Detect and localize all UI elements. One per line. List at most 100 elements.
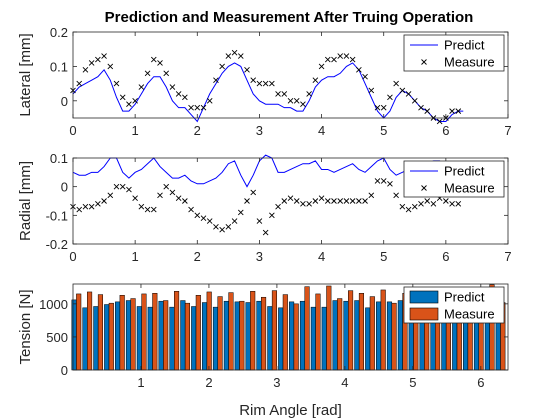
data-point-measure <box>138 203 145 210</box>
data-point-measure <box>169 84 176 90</box>
data-point-measure <box>250 77 257 83</box>
data-point-measure <box>368 192 375 199</box>
bar-measure <box>108 302 114 371</box>
data-point-measure <box>287 97 294 104</box>
data-point-measure <box>306 91 312 97</box>
data-point-measure <box>455 108 462 114</box>
data-point-measure <box>411 203 418 210</box>
data-point-measure <box>418 201 424 207</box>
data-point-measure <box>300 201 306 207</box>
data-point-measure <box>200 215 207 222</box>
data-point-measure <box>269 212 275 219</box>
data-point-measure <box>200 104 207 111</box>
data-point-measure <box>107 63 114 70</box>
data-point-measure <box>237 53 244 59</box>
x-tick-label: 1 <box>132 249 139 264</box>
data-point-measure <box>88 60 95 66</box>
bar-predict <box>365 307 371 371</box>
bar-predict <box>104 304 110 371</box>
data-point-measure <box>262 229 269 236</box>
legend-label-measure: Measure <box>444 55 495 70</box>
data-point-measure <box>82 203 89 210</box>
data-point-measure <box>107 192 114 199</box>
bar-predict <box>310 306 316 371</box>
x-tick-label: 4 <box>318 123 325 138</box>
y-tick-label: 0 <box>61 363 68 378</box>
bar-measure <box>326 285 332 371</box>
legend-label-measure: Measure <box>444 181 495 196</box>
bar-predict <box>115 301 121 371</box>
data-point-measure <box>399 87 406 94</box>
data-point-measure <box>113 183 120 190</box>
data-point-measure <box>293 97 300 104</box>
data-point-measure <box>387 180 393 187</box>
legend-label-predict: Predict <box>444 164 485 179</box>
bar-measure <box>163 300 169 371</box>
data-point-measure <box>182 94 188 101</box>
x-tick-label: 3 <box>256 249 263 264</box>
bar-measure <box>141 293 147 371</box>
data-point-measure <box>374 178 381 184</box>
data-point-measure <box>175 195 182 201</box>
bar-measure <box>358 293 364 371</box>
data-point-measure <box>76 206 83 213</box>
y-tick-label: 500 <box>46 330 68 345</box>
data-point-measure <box>113 80 120 87</box>
data-point-measure <box>150 206 157 213</box>
data-point-measure <box>405 91 412 97</box>
data-point-measure <box>169 189 176 196</box>
data-point-measure <box>144 70 151 77</box>
series-line-predict <box>72 154 464 188</box>
data-point-measure <box>393 80 399 87</box>
legend-label-predict: Predict <box>444 290 485 305</box>
data-point-measure <box>132 195 138 201</box>
bar-measure <box>369 296 375 371</box>
bar-measure <box>380 289 386 371</box>
bar-predict <box>376 301 382 371</box>
x-tick-label: 6 <box>442 123 449 138</box>
bar-predict <box>212 306 219 371</box>
axes-box <box>72 157 509 245</box>
x-tick-label: 2 <box>194 249 201 264</box>
data-point-measure <box>194 212 201 219</box>
x-tick-label: 2 <box>205 375 212 390</box>
x-tick-label: 0 <box>69 123 76 138</box>
data-point-measure <box>399 203 406 210</box>
bar-measure <box>152 293 158 371</box>
data-point-measure <box>430 201 437 207</box>
bar-measure <box>250 291 256 371</box>
bar-predict <box>180 300 186 371</box>
data-point-measure <box>405 206 412 213</box>
bar-predict <box>397 300 403 371</box>
data-point-measure <box>449 201 455 207</box>
bar-measure <box>174 291 180 371</box>
data-point-measure <box>337 198 344 204</box>
legend-label-measure: Measure <box>444 307 495 322</box>
data-point-measure <box>318 63 325 70</box>
data-point-measure <box>362 73 368 80</box>
x-axis-label: Rim Angle [rad] <box>239 402 342 419</box>
y-tick-label: 0.2 <box>50 25 68 40</box>
bar-predict <box>332 300 338 371</box>
data-point-measure <box>281 91 288 97</box>
bar-predict <box>354 300 360 371</box>
data-point-measure <box>225 223 232 230</box>
data-point-measure <box>300 101 306 108</box>
data-point-measure <box>213 223 219 230</box>
bar-predict <box>136 306 142 371</box>
data-point-measure <box>318 195 325 201</box>
y-axis-label: Tension [N] <box>17 289 34 364</box>
data-point-measure <box>206 218 213 224</box>
data-point-measure <box>262 80 269 87</box>
data-point-measure <box>331 56 337 63</box>
data-point-measure <box>144 206 151 213</box>
bar-predict <box>158 300 164 371</box>
x-tick-label: 6 <box>442 249 449 264</box>
data-point-measure <box>126 186 132 193</box>
data-point-measure <box>324 198 331 204</box>
y-tick-label: -0.1 <box>46 208 68 223</box>
data-point-measure <box>132 97 138 104</box>
data-point-measure <box>436 118 443 125</box>
legend-box <box>403 160 505 198</box>
legend-label-predict: Predict <box>444 38 485 53</box>
